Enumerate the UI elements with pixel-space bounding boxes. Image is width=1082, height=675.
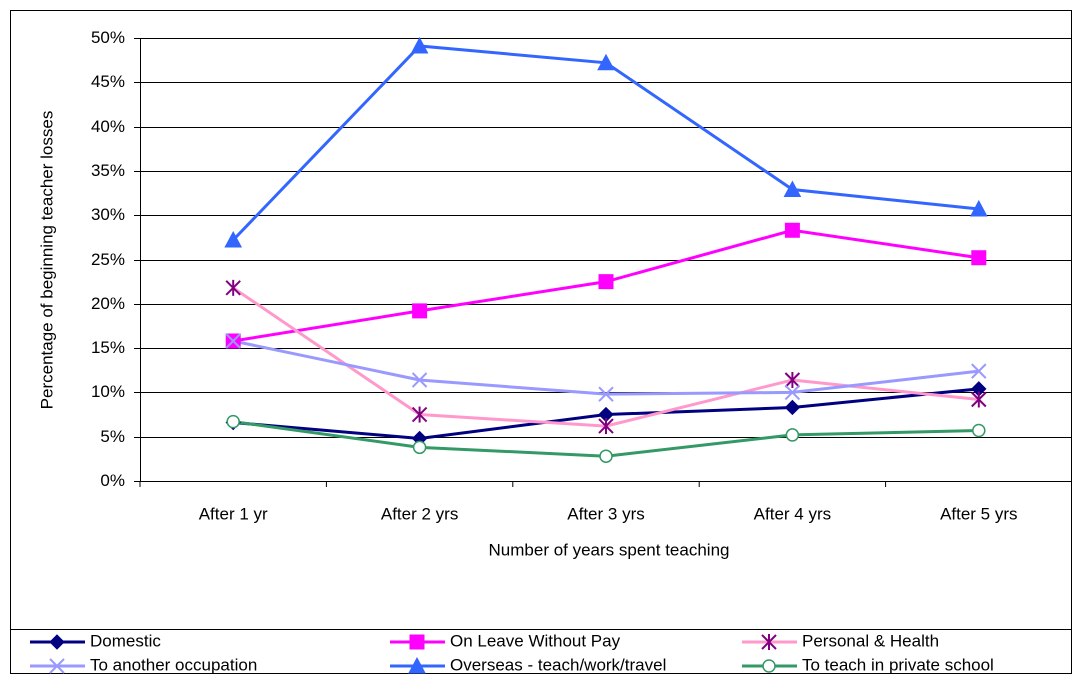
data-point-part bbox=[972, 423, 986, 438]
legend-label: Overseas - teach/work/travel bbox=[450, 655, 666, 674]
legend-marker-part bbox=[762, 659, 776, 673]
y-tick-label: 15% bbox=[91, 338, 125, 357]
data-point bbox=[224, 230, 243, 248]
x-tick-label: After 3 yrs bbox=[567, 504, 644, 523]
data-point-part bbox=[599, 449, 613, 463]
data-point-part bbox=[784, 384, 801, 401]
data-point-part bbox=[784, 222, 800, 238]
data-point bbox=[971, 363, 987, 379]
data-point-part bbox=[224, 230, 243, 248]
data-point bbox=[225, 279, 241, 296]
data-point bbox=[226, 414, 240, 429]
data-point bbox=[972, 423, 986, 438]
data-point-part bbox=[410, 36, 429, 54]
x-axis-title: Number of years spent teaching bbox=[489, 540, 730, 559]
data-point-part bbox=[412, 440, 427, 455]
y-tick-label: 10% bbox=[91, 382, 125, 401]
legend-marker-part bbox=[49, 658, 65, 674]
data-point-part bbox=[783, 180, 802, 198]
data-point-part bbox=[225, 333, 241, 349]
legend-marker bbox=[761, 634, 777, 650]
y-tick-label: 25% bbox=[91, 250, 125, 269]
data-point bbox=[971, 250, 987, 266]
data-point bbox=[598, 386, 614, 402]
data-point bbox=[969, 199, 988, 217]
legend-marker bbox=[762, 659, 776, 673]
data-point bbox=[784, 384, 801, 401]
data-point bbox=[225, 333, 241, 349]
legend-marker bbox=[49, 658, 65, 674]
data-point-part bbox=[598, 386, 614, 402]
y-tick-label: 20% bbox=[91, 294, 125, 313]
data-point bbox=[411, 372, 428, 388]
data-point-part bbox=[969, 199, 988, 217]
data-point bbox=[412, 440, 427, 455]
data-point bbox=[598, 418, 614, 435]
x-tick-label: After 2 yrs bbox=[381, 504, 458, 523]
y-tick-label: 50% bbox=[91, 28, 125, 47]
data-point-part bbox=[598, 274, 614, 290]
data-point bbox=[599, 449, 613, 463]
legend-marker bbox=[408, 656, 426, 674]
data-point-part bbox=[597, 53, 615, 71]
data-point bbox=[410, 36, 429, 54]
legend-marker bbox=[49, 634, 65, 650]
legend-label: To another occupation bbox=[90, 655, 257, 674]
legend-marker-part bbox=[409, 634, 425, 650]
y-tick-label: 0% bbox=[100, 471, 125, 490]
y-tick-label: 30% bbox=[91, 205, 125, 224]
data-point-part bbox=[784, 399, 801, 416]
data-point-part bbox=[411, 372, 428, 388]
data-point bbox=[412, 303, 428, 319]
data-point bbox=[411, 406, 428, 423]
legend-label: On Leave Without Pay bbox=[450, 631, 621, 650]
y-tick-label: 40% bbox=[91, 117, 125, 136]
legend-marker bbox=[409, 634, 425, 650]
data-point-part bbox=[226, 414, 240, 429]
data-point-part bbox=[785, 428, 800, 442]
y-tick-label: 35% bbox=[91, 161, 125, 180]
data-point-part bbox=[971, 250, 987, 266]
chart-border bbox=[10, 10, 1072, 674]
data-point bbox=[971, 391, 987, 408]
x-tick-label: After 5 yrs bbox=[940, 504, 1017, 523]
y-tick-label: 45% bbox=[91, 72, 125, 91]
legend-marker-part bbox=[408, 656, 426, 674]
data-point-part bbox=[412, 303, 428, 319]
y-tick-label: 5% bbox=[100, 427, 125, 446]
data-point bbox=[783, 180, 802, 198]
data-point bbox=[784, 399, 801, 416]
data-point bbox=[598, 274, 614, 290]
y-axis-title: Percentage of beginning teacher losses bbox=[37, 111, 56, 410]
legend-label: Personal & Health bbox=[802, 631, 939, 650]
legend-label: Domestic bbox=[90, 631, 161, 650]
data-point bbox=[785, 428, 800, 442]
data-point bbox=[784, 222, 800, 238]
data-point bbox=[597, 53, 615, 71]
data-point bbox=[784, 371, 801, 388]
legend-marker-part bbox=[49, 634, 65, 650]
legend-label: To teach in private school bbox=[802, 655, 994, 674]
data-point-part bbox=[971, 363, 987, 379]
x-tick-label: After 1 yr bbox=[199, 504, 268, 523]
x-tick-label: After 4 yrs bbox=[754, 504, 831, 523]
